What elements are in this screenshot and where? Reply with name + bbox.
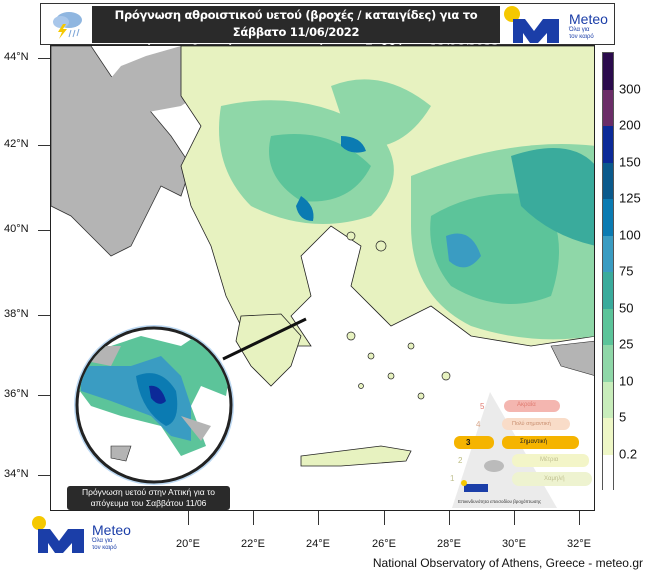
meteo-m-logo-icon <box>32 516 84 553</box>
warning-level-1-label: Χαμηλή <box>544 476 565 482</box>
header-banner: Πρόγνωση αθροιστικού υετού (βροχές / κατ… <box>40 3 615 56</box>
colorbar-segment <box>603 308 613 346</box>
warning-level-3-num: 3 <box>466 438 471 447</box>
warning-level-2-num: 2 <box>458 456 463 465</box>
map-canvas <box>51 46 594 485</box>
meteo-logo-bottom[interactable]: Meteo Όλα για τον καιρό <box>30 515 140 555</box>
lon-tick-32: 32°E <box>567 538 591 550</box>
warning-level-3-label: Σημαντική <box>520 439 548 445</box>
colorbar-segment <box>603 272 613 309</box>
logo-tagline-1: Όλα για <box>92 538 113 544</box>
colorbar-label: 125 <box>619 190 641 206</box>
warning-scale-footer: Επικινδυνότητα επεισοδίου βροχόπτωσης <box>458 499 542 504</box>
logo-name: Meteo <box>569 11 608 27</box>
colorbar-label: 10 <box>619 373 634 388</box>
colorbar-label: 75 <box>619 263 634 279</box>
rain-warning-scale: 5 Ακραία 4 Πολύ σημαντική 3 Σημαντική 2 … <box>450 390 592 508</box>
attica-inset-magnifier <box>74 325 234 485</box>
colorbar-segment <box>603 162 613 200</box>
precipitation-colorbar <box>602 52 614 492</box>
lon-tick-mark <box>449 511 450 525</box>
colorbar-segment <box>603 381 613 419</box>
lat-tick-mark <box>38 230 50 231</box>
lon-tick-28: 28°E <box>437 538 461 550</box>
lat-tick-mark <box>38 475 50 476</box>
lat-tick-mark <box>38 315 50 316</box>
map-title: Πρόγνωση αθροιστικού υετού (βροχές / κατ… <box>92 6 500 56</box>
logo-tagline-1: Όλα για <box>569 27 590 33</box>
lat-tick-mark <box>38 58 50 59</box>
lon-tick-mark <box>318 511 319 525</box>
colorbar-segment <box>603 199 613 236</box>
colorbar-label: 0.2 <box>619 446 638 461</box>
warning-level-5-label: Ακραία <box>517 402 536 408</box>
lon-tick-mark <box>188 511 189 525</box>
meteo-logo[interactable]: Meteo Όλα για τον καιρό <box>503 5 613 43</box>
footer-credit: National Observatory of Athens, Greece -… <box>372 556 643 570</box>
lat-tick-40: 40°N <box>4 223 29 235</box>
inset-caption-line-2: απόγευμα του Σαββάτου 11/06 <box>90 498 207 508</box>
colorbar-label: 200 <box>619 117 641 133</box>
inset-caption-line-1: Πρόγνωση υετού στην Αττική για το <box>81 487 216 497</box>
warning-level-1-num: 1 <box>450 474 455 483</box>
lat-tick-mark <box>38 145 50 146</box>
lon-tick-24: 24°E <box>306 538 330 550</box>
warning-level-2-label: Μέτρια <box>540 457 559 463</box>
colorbar-label: 25 <box>619 336 634 352</box>
lat-tick-44: 44°N <box>4 51 29 63</box>
warning-level-5-num: 5 <box>480 402 485 411</box>
colorbar-label: 5 <box>619 409 627 425</box>
lon-tick-20: 20°E <box>176 538 200 550</box>
rain-storm-cloud-icon <box>53 12 82 39</box>
logo-tagline-2: τον καιρό <box>569 34 594 40</box>
colorbar-segment <box>603 53 613 90</box>
lat-tick-38: 38°N <box>4 308 29 320</box>
inset-caption: Πρόγνωση υετού στην Αττική για το απόγευ… <box>67 486 230 510</box>
colorbar-label: 300 <box>619 81 641 96</box>
logo-name: Meteo <box>92 522 131 538</box>
warning-level-4-label: Πολύ σημαντική <box>512 421 551 427</box>
lon-tick-mark <box>514 511 515 525</box>
colorbar-segment <box>603 345 613 382</box>
warning-pyramid-icon <box>452 392 592 508</box>
lon-tick-30: 30°E <box>502 538 526 550</box>
lon-tick-mark <box>579 511 580 525</box>
lat-tick-42: 42°N <box>4 138 29 150</box>
precipitation-map[interactable] <box>50 45 595 511</box>
lon-tick-22: 22°E <box>241 538 265 550</box>
lat-tick-34: 34°N <box>4 468 29 480</box>
logo-tagline-2: τον καιρό <box>92 545 117 551</box>
lon-tick-mark <box>253 511 254 525</box>
meteo-m-logo-icon <box>504 6 559 43</box>
colorbar-label: 50 <box>619 300 634 315</box>
colorbar-segment <box>603 418 613 455</box>
colorbar-segment <box>603 126 613 163</box>
lat-tick-mark <box>38 395 50 396</box>
warning-level-4-num: 4 <box>476 420 481 429</box>
colorbar-segment <box>603 89 613 127</box>
lat-tick-36: 36°N <box>4 388 29 400</box>
lon-tick-26: 26°E <box>372 538 396 550</box>
colorbar-segment <box>603 454 613 492</box>
lon-tick-mark <box>384 511 385 525</box>
title-line-1: Πρόγνωση αθροιστικού υετού (βροχές / κατ… <box>114 8 478 39</box>
colorbar-segment <box>603 235 613 273</box>
colorbar-label: 150 <box>619 154 641 169</box>
colorbar-label: 100 <box>619 227 641 242</box>
